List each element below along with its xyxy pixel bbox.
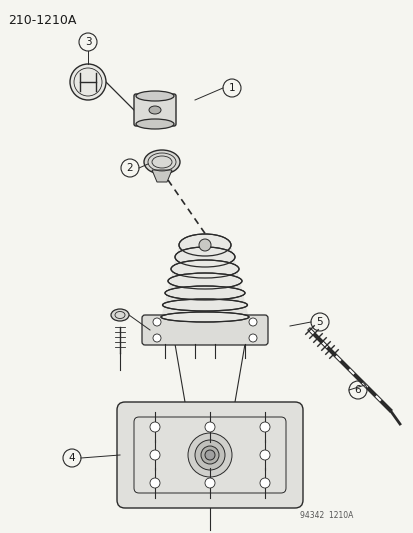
FancyBboxPatch shape bbox=[142, 315, 267, 345]
Ellipse shape bbox=[136, 91, 173, 101]
Circle shape bbox=[204, 450, 214, 460]
Circle shape bbox=[248, 334, 256, 342]
Ellipse shape bbox=[171, 260, 238, 278]
Text: 5: 5 bbox=[316, 317, 323, 327]
Circle shape bbox=[248, 318, 256, 326]
Ellipse shape bbox=[111, 309, 129, 321]
Circle shape bbox=[195, 440, 224, 470]
Circle shape bbox=[199, 239, 211, 251]
Text: 6: 6 bbox=[354, 385, 361, 395]
Circle shape bbox=[204, 478, 214, 488]
Circle shape bbox=[259, 478, 269, 488]
Polygon shape bbox=[161, 245, 248, 318]
Text: 3: 3 bbox=[85, 37, 91, 47]
Circle shape bbox=[70, 64, 106, 100]
Circle shape bbox=[153, 318, 161, 326]
Circle shape bbox=[204, 422, 214, 432]
FancyBboxPatch shape bbox=[134, 94, 176, 126]
Ellipse shape bbox=[175, 247, 235, 267]
Ellipse shape bbox=[136, 119, 173, 129]
Ellipse shape bbox=[149, 106, 161, 114]
Circle shape bbox=[153, 334, 161, 342]
FancyBboxPatch shape bbox=[117, 402, 302, 508]
Circle shape bbox=[188, 433, 231, 477]
Circle shape bbox=[150, 478, 159, 488]
Text: 1: 1 bbox=[228, 83, 235, 93]
Circle shape bbox=[259, 450, 269, 460]
Circle shape bbox=[150, 450, 159, 460]
Circle shape bbox=[259, 422, 269, 432]
Text: 4: 4 bbox=[69, 453, 75, 463]
Ellipse shape bbox=[165, 286, 244, 300]
Text: 94342  1210A: 94342 1210A bbox=[299, 511, 353, 520]
Ellipse shape bbox=[161, 312, 248, 322]
Text: 210-1210A: 210-1210A bbox=[8, 14, 76, 27]
Circle shape bbox=[201, 446, 218, 464]
Ellipse shape bbox=[162, 299, 247, 311]
Ellipse shape bbox=[168, 273, 242, 289]
Circle shape bbox=[150, 422, 159, 432]
Text: 2: 2 bbox=[126, 163, 133, 173]
Ellipse shape bbox=[144, 150, 180, 174]
Polygon shape bbox=[152, 170, 171, 182]
Ellipse shape bbox=[178, 234, 230, 256]
